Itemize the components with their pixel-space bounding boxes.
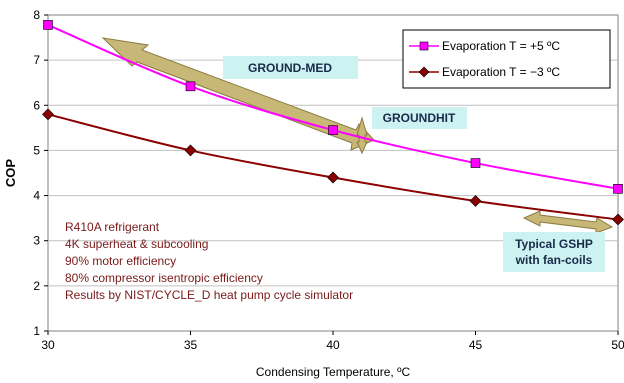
legend: Evaporation T = +5 ºC Evaporation T = −3… [402, 29, 611, 89]
legend-marker-plus5 [419, 41, 429, 51]
y-tick-label: 8 [33, 8, 40, 22]
gshp-label-line1: Typical GSHP [515, 237, 593, 251]
data-point-square [470, 158, 481, 168]
data-point-diamond [612, 213, 624, 226]
y-tick-label: 6 [33, 98, 40, 112]
groundhit-label: GROUNDHIT [383, 111, 456, 125]
data-point-diamond [42, 108, 54, 121]
x-tick-label: 45 [469, 338, 483, 352]
data-point-diamond [469, 195, 482, 207]
y-tick-label: 3 [33, 234, 40, 248]
ground-med-box [223, 56, 358, 79]
x-tick-label: 50 [611, 338, 624, 352]
x-tick-label: 40 [326, 338, 340, 352]
groundhit-arrow [356, 116, 368, 155]
ground-med-label: GROUND-MED [248, 61, 332, 75]
x-tick-label: 35 [184, 338, 198, 352]
y-tick-label: 7 [33, 53, 40, 67]
y-tick-label: 1 [33, 324, 40, 338]
data-point-diamond [184, 144, 197, 157]
data-point-square [613, 184, 623, 194]
y-tick-label: 2 [33, 279, 40, 293]
data-point-square [328, 125, 338, 135]
note-line: 90% motor efficiency [65, 254, 176, 268]
note-line: 4K superheat & subcooling [65, 237, 208, 251]
note-line: 80% compressor isentropic efficiency [65, 271, 263, 285]
legend-label-plus5: Evaporation T = +5 ºC [442, 39, 560, 53]
y-axis-title: COP [3, 159, 18, 188]
gshp-arrow [522, 210, 614, 234]
notes-block: R410A refrigerant 4K superheat & subcool… [65, 220, 353, 302]
note-line: R410A refrigerant [65, 220, 160, 234]
gshp-box [503, 232, 605, 272]
y-tick-label: 4 [33, 189, 40, 203]
groundhit-box [372, 107, 467, 129]
gshp-label-line2: with fan-coils [515, 253, 593, 267]
y-tick-label: 5 [33, 143, 40, 157]
data-point-diamond [327, 171, 339, 184]
note-line: Results by NIST/CYCLE_D heat pump cycle … [65, 288, 353, 302]
data-point-square [43, 20, 53, 30]
legend-marker-minus3 [418, 66, 430, 78]
data-point-square [185, 81, 196, 92]
legend-label-minus3: Evaporation T = −3 ºC [442, 65, 560, 79]
legend-box [402, 29, 611, 89]
x-tick-label: 30 [41, 338, 55, 352]
x-axis-title: Condensing Temperature, ºC [256, 365, 411, 379]
